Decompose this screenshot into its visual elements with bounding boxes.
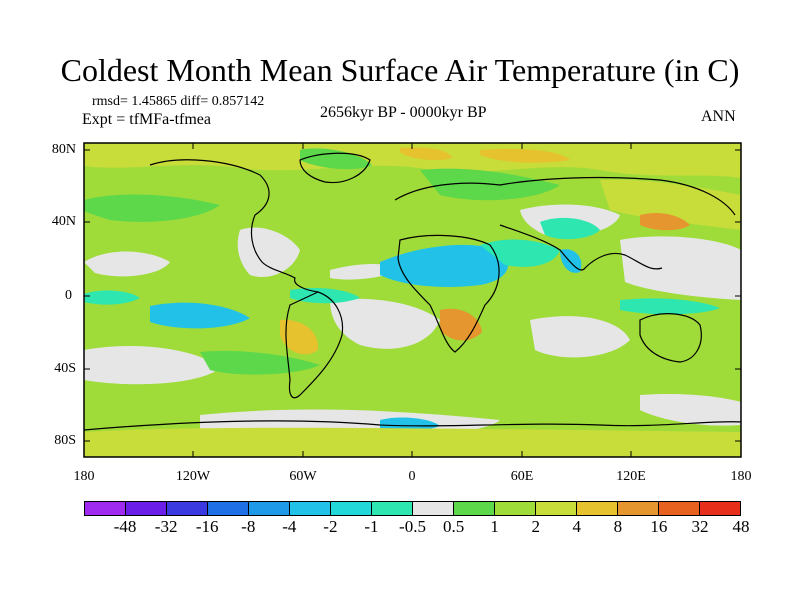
field-cold-epacific bbox=[150, 302, 250, 329]
colorbar-swatch bbox=[454, 502, 495, 515]
map-field bbox=[84, 143, 741, 457]
field-cold-sahara bbox=[380, 244, 509, 287]
field-neutral-wpacific bbox=[620, 236, 741, 300]
field-greenland bbox=[300, 148, 372, 170]
colorbar-swatch bbox=[536, 502, 577, 515]
colorbar-label: -1 bbox=[364, 517, 379, 536]
lat-label: 80S bbox=[54, 433, 76, 448]
lon-label: 60E bbox=[510, 469, 534, 484]
lon-label: 60W bbox=[289, 469, 317, 484]
colorbar-swatch bbox=[249, 502, 290, 515]
field-warm-eastasia bbox=[640, 213, 690, 231]
colorbar-swatch bbox=[413, 502, 454, 515]
colorbar-label: -2 bbox=[323, 517, 338, 536]
field-warm-samerica bbox=[280, 319, 319, 355]
lon-label: 0 bbox=[408, 469, 416, 484]
coast-antarctica bbox=[84, 420, 741, 431]
colorbar bbox=[84, 501, 741, 516]
lon-label: 120W bbox=[175, 469, 211, 484]
coast-south-america bbox=[285, 291, 344, 399]
field-cold-antarctic bbox=[380, 417, 440, 431]
lon-label: 180 bbox=[730, 469, 752, 484]
colorbar-label: 4 bbox=[572, 517, 582, 536]
experiment-label: Expt = tfMFa-tfmea bbox=[82, 111, 211, 128]
coast-australia bbox=[639, 313, 702, 363]
field-cold-tibet bbox=[540, 217, 600, 240]
lon-label: 180 bbox=[73, 469, 95, 484]
colorbar-label: -8 bbox=[241, 517, 256, 536]
map-title: Coldest Month Mean Surface Air Temperatu… bbox=[60, 52, 740, 88]
coast-africa bbox=[397, 234, 500, 353]
field-npacific bbox=[84, 194, 220, 222]
colorbar-label: 8 bbox=[613, 517, 623, 536]
colorbar-swatch bbox=[495, 502, 536, 515]
field-antarctica bbox=[84, 427, 741, 457]
lat-label: 0 bbox=[65, 288, 72, 303]
field-cold-arabia bbox=[480, 239, 560, 267]
field-neutral-satlantic bbox=[330, 298, 440, 349]
period-label: 2656kyr BP - 0000kyr BP bbox=[320, 104, 487, 121]
colorbar-label: -48 bbox=[113, 517, 137, 536]
colorbar-label: 32 bbox=[691, 517, 709, 536]
colorbar-swatch bbox=[372, 502, 413, 515]
colorbar-swatch bbox=[659, 502, 700, 515]
field-neutral-namerica bbox=[237, 227, 300, 278]
colorbar-label: -16 bbox=[195, 517, 219, 536]
colorbar-swatch bbox=[290, 502, 331, 515]
field-neutral-epacific bbox=[84, 251, 170, 277]
field-neutral-indian bbox=[530, 316, 630, 358]
lat-label: 40S bbox=[54, 361, 76, 376]
coastlines bbox=[84, 152, 741, 431]
colorbar-swatch bbox=[618, 502, 659, 515]
colorbar-label: -32 bbox=[154, 517, 178, 536]
season-label: ANN bbox=[701, 108, 736, 125]
colorbar-label: 1 bbox=[490, 517, 499, 536]
field-arctic bbox=[84, 143, 741, 178]
colorbar-label: -0.5 bbox=[399, 517, 426, 536]
colorbar-swatch bbox=[208, 502, 249, 515]
colorbar-swatch bbox=[700, 502, 740, 515]
lon-label: 120E bbox=[616, 469, 646, 484]
colorbar-label: -4 bbox=[282, 517, 297, 536]
coast-eurasia-north bbox=[394, 176, 736, 216]
field-arctic-warm bbox=[400, 147, 452, 160]
colorbar-label: 0.5 bbox=[442, 517, 465, 536]
field-cold-pacific-w bbox=[84, 290, 140, 305]
colorbar-label: 16 bbox=[650, 517, 668, 536]
field-cold-indonesia bbox=[620, 298, 720, 315]
colorbar-swatch bbox=[331, 502, 372, 515]
coast-south-asia bbox=[499, 224, 663, 271]
coast-north-america bbox=[149, 159, 319, 293]
field-neutral-antarctic-e bbox=[640, 393, 741, 426]
field-siberia-warm bbox=[480, 148, 570, 163]
lat-label: 40N bbox=[51, 214, 76, 229]
field-neutral-spacific bbox=[84, 346, 220, 385]
colorbar-label: 48 bbox=[732, 517, 750, 536]
colorbar-swatch bbox=[577, 502, 618, 515]
axis-ticks bbox=[84, 143, 741, 457]
rmsd-diff-stats: rmsd= 1.45865 diff= 0.857142 bbox=[92, 94, 265, 109]
coast-greenland bbox=[299, 152, 371, 184]
lat-label: 80N bbox=[51, 142, 76, 157]
colorbar-swatch bbox=[167, 502, 208, 515]
field-green-spacific bbox=[200, 350, 320, 375]
colorbar-swatch bbox=[126, 502, 167, 515]
colorbar-swatch bbox=[85, 502, 126, 515]
colorbar-label: 2 bbox=[531, 517, 540, 536]
